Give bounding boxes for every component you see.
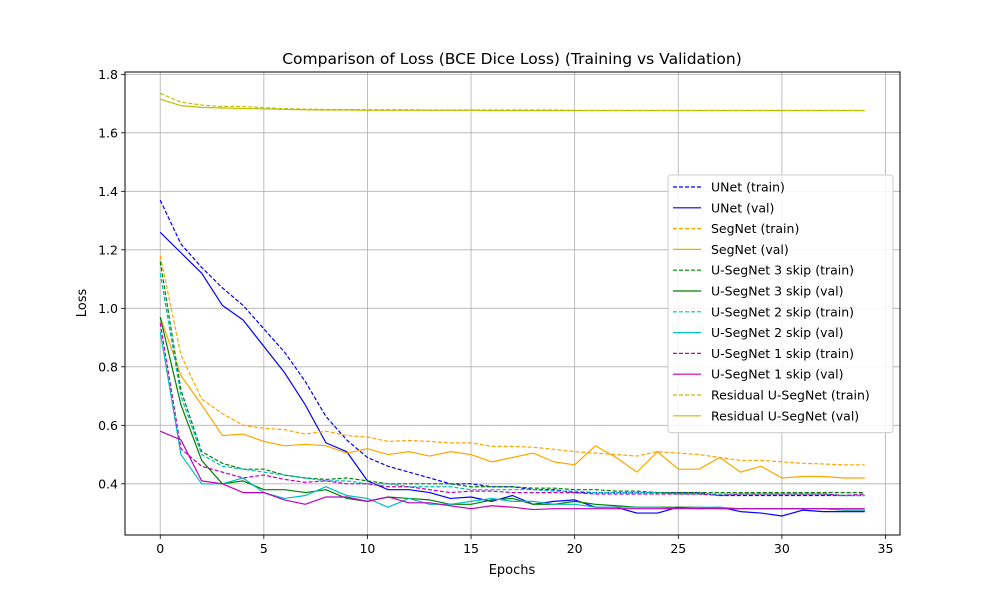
legend-label-5: U-SegNet 3 skip (train) [711, 263, 854, 278]
x-tick-label: 5 [260, 541, 268, 556]
legend-label-11: Residual U-SegNet (train) [711, 388, 870, 403]
series-layer [159, 92, 865, 517]
series-line-12 [160, 98, 865, 112]
y-tick-label: 1.8 [98, 67, 118, 82]
legend-label-9: U-SegNet 1 skip (train) [711, 346, 854, 361]
legend-label-10: U-SegNet 1 skip (val) [711, 367, 843, 382]
plot-frame [124, 71, 901, 536]
series-line-9 [159, 322, 865, 497]
y-tick-label: 0.8 [98, 359, 118, 374]
x-tick-label: 15 [463, 541, 479, 556]
y-tick-label: 1.6 [98, 125, 118, 140]
x-tick-label: 20 [567, 541, 583, 556]
legend-label-6: U-SegNet 3 skip (val) [711, 284, 843, 299]
series-line-7 [159, 273, 865, 497]
y-tick-label: 1.4 [98, 184, 118, 199]
legend-label-1: UNet (train) [711, 180, 785, 195]
y-tick-label: 0.6 [98, 418, 118, 433]
legend-label-3: SegNet (train) [711, 221, 799, 236]
tick-layer: 0 5 10 15 20 25 30 35 0.4 0.6 0.8 1.0 1.2 1.4 1.6 1.8 [98, 67, 893, 556]
x-tick-label: 25 [670, 541, 686, 556]
x-tick-label: 30 [774, 541, 790, 556]
legend-label-8: U-SegNet 2 skip (val) [711, 325, 843, 340]
chart-title: Comparison of Loss (BCE Dice Loss) (Trai… [282, 50, 742, 68]
x-tick-label: 35 [878, 541, 894, 556]
legend-label-12: Residual U-SegNet (val) [711, 408, 859, 423]
series-line-10 [159, 430, 865, 511]
y-tick-label: 0.4 [98, 476, 118, 491]
legend-box [667, 174, 894, 434]
x-tick-label: 0 [156, 541, 164, 556]
series-line-2 [159, 231, 865, 517]
series-line-4 [159, 316, 865, 479]
y-tick-label: 1.2 [98, 242, 118, 257]
legend-label-4: SegNet (val) [711, 242, 789, 257]
legend: UNet (train) UNet (val) SegNet (train) SegN… [667, 174, 894, 434]
legend-label-7: U-SegNet 2 skip (train) [711, 304, 854, 319]
x-axis-label: Epochs [489, 563, 536, 578]
series-line-5 [159, 261, 865, 494]
y-tick-label: 1.0 [98, 301, 118, 316]
series-line-3 [159, 255, 865, 466]
x-tick-label: 10 [359, 541, 375, 556]
y-axis-label: Loss [75, 289, 90, 318]
legend-label-2: UNet (val) [711, 200, 774, 215]
